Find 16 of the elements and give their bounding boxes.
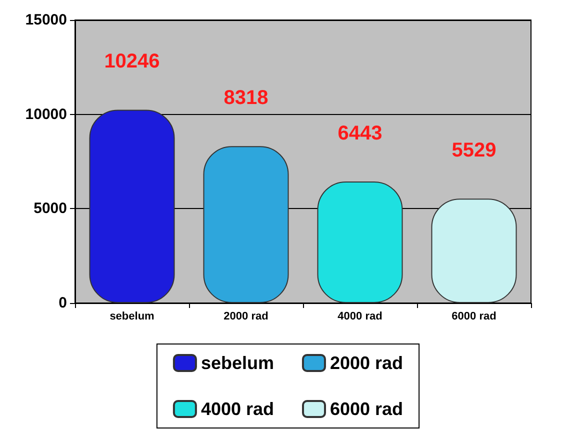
y-tick-label: 15000 (25, 12, 67, 28)
legend-label: sebelum (200, 353, 274, 373)
data-label: 6443 (338, 122, 382, 144)
data-label: 5529 (452, 140, 496, 162)
data-label: 8318 (224, 87, 268, 110)
legend-label: 6000 rad (330, 399, 404, 419)
data-label: 10246 (104, 50, 160, 73)
y-tick-label: 0 (58, 294, 67, 312)
x-tick-label: 4000 rad (338, 310, 382, 322)
x-tick-label: 6000 rad (452, 310, 496, 322)
x-tick-label: 2000 rad (224, 310, 268, 322)
x-tick-label: sebelum (110, 310, 155, 322)
legend-label: 2000 rad (330, 353, 404, 373)
y-tick-label: 10000 (25, 106, 67, 123)
y-tick-label: 5000 (34, 200, 67, 218)
legend-label: 4000 rad (200, 399, 274, 419)
